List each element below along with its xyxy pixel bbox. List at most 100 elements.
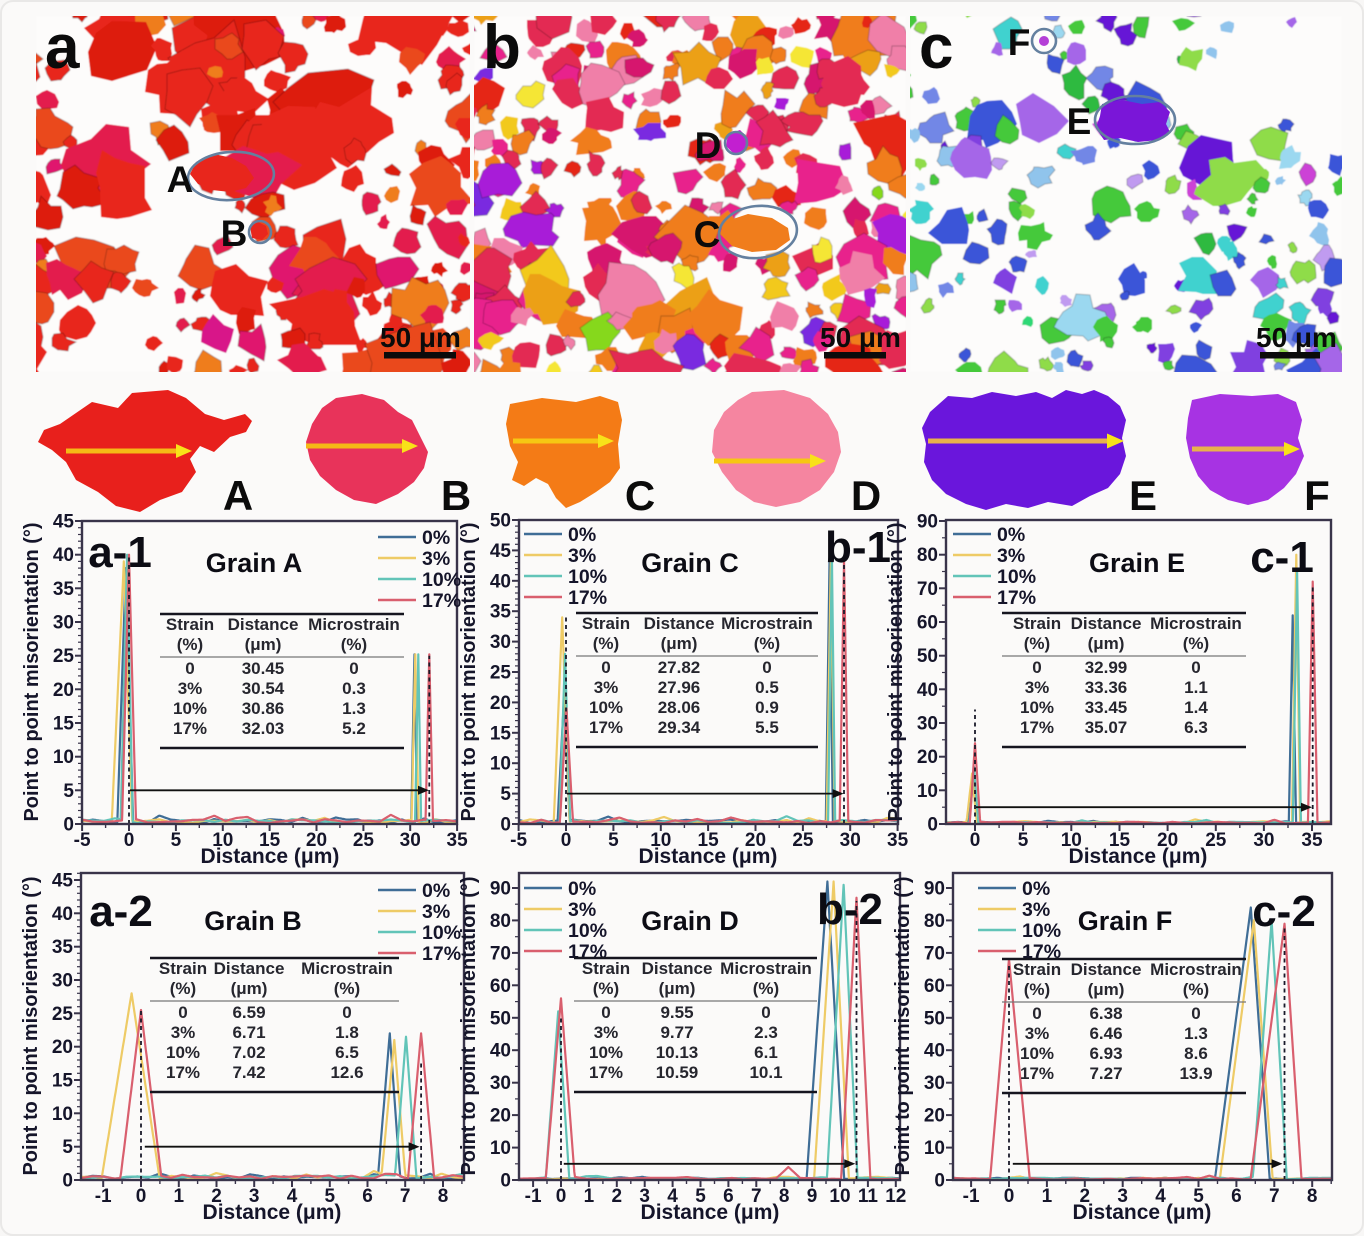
svg-text:12.6: 12.6 — [330, 1063, 363, 1082]
svg-text:2.3: 2.3 — [754, 1023, 778, 1042]
svg-text:(μm): (μm) — [659, 979, 696, 998]
svg-text:10%: 10% — [589, 1043, 623, 1062]
svg-text:17%: 17% — [422, 590, 461, 612]
svg-text:-1: -1 — [95, 1186, 112, 1207]
svg-text:27.96: 27.96 — [658, 678, 701, 697]
svg-text:-5: -5 — [510, 830, 527, 851]
svg-text:3%: 3% — [422, 548, 450, 570]
svg-text:Distance (μm): Distance (μm) — [1073, 1201, 1212, 1224]
svg-text:90: 90 — [924, 879, 945, 900]
svg-text:27.82: 27.82 — [658, 658, 701, 677]
svg-text:Microstrain: Microstrain — [721, 614, 813, 633]
svg-text:8: 8 — [779, 1186, 790, 1207]
svg-text:10: 10 — [1061, 830, 1082, 851]
svg-text:Point to point misorientation: Point to point misorientation (°) — [458, 522, 480, 821]
svg-text:40: 40 — [53, 545, 74, 566]
svg-text:35: 35 — [490, 602, 512, 623]
svg-text:Distance: Distance — [228, 615, 299, 634]
svg-text:1.8: 1.8 — [335, 1023, 359, 1042]
svg-text:2: 2 — [211, 1186, 222, 1207]
svg-text:(μm): (μm) — [231, 979, 268, 998]
svg-text:(%): (%) — [753, 979, 779, 998]
svg-text:A: A — [223, 472, 253, 519]
svg-text:0%: 0% — [568, 878, 596, 900]
svg-text:Distance: Distance — [214, 959, 285, 978]
svg-text:3: 3 — [249, 1186, 260, 1207]
svg-text:1: 1 — [174, 1186, 185, 1207]
svg-text:0: 0 — [601, 1003, 610, 1022]
svg-text:1.3: 1.3 — [1184, 1024, 1208, 1043]
svg-text:17%: 17% — [568, 587, 607, 609]
svg-text:50 μm: 50 μm — [380, 322, 461, 353]
svg-text:Grain F: Grain F — [1078, 906, 1173, 936]
svg-text:10%: 10% — [568, 566, 607, 588]
svg-text:10%: 10% — [997, 566, 1036, 588]
svg-text:10.1: 10.1 — [749, 1063, 782, 1082]
svg-text:c: c — [919, 13, 953, 82]
svg-text:80: 80 — [924, 911, 945, 932]
svg-text:0: 0 — [185, 659, 194, 678]
svg-text:Microstrain: Microstrain — [308, 615, 400, 634]
svg-text:0: 0 — [1191, 658, 1200, 677]
svg-text:60: 60 — [924, 976, 945, 997]
svg-text:0.3: 0.3 — [342, 679, 366, 698]
svg-text:6.38: 6.38 — [1089, 1004, 1122, 1023]
svg-text:17%: 17% — [1020, 1064, 1054, 1083]
svg-text:20: 20 — [490, 693, 511, 714]
svg-text:6.46: 6.46 — [1089, 1024, 1122, 1043]
svg-text:10%: 10% — [422, 922, 461, 944]
svg-text:E: E — [1129, 472, 1157, 519]
svg-text:3%: 3% — [422, 901, 450, 923]
svg-text:5: 5 — [1018, 830, 1029, 851]
svg-text:50 μm: 50 μm — [820, 322, 901, 353]
svg-text:(%): (%) — [177, 635, 203, 654]
svg-text:Strain: Strain — [582, 614, 630, 633]
svg-text:30: 30 — [52, 971, 73, 992]
svg-text:(%): (%) — [593, 979, 619, 998]
svg-text:10%: 10% — [1020, 698, 1054, 717]
svg-text:15: 15 — [53, 714, 75, 735]
svg-text:50: 50 — [490, 511, 511, 532]
svg-text:7.02: 7.02 — [232, 1043, 265, 1062]
svg-text:10: 10 — [53, 747, 74, 768]
svg-text:Strain: Strain — [166, 615, 214, 634]
svg-text:2: 2 — [1080, 1186, 1091, 1207]
svg-text:3%: 3% — [594, 1023, 619, 1042]
svg-text:10.59: 10.59 — [656, 1063, 699, 1082]
svg-text:6: 6 — [362, 1186, 373, 1207]
svg-text:7: 7 — [1269, 1186, 1280, 1207]
svg-text:35.07: 35.07 — [1085, 718, 1128, 737]
svg-text:20: 20 — [924, 1106, 945, 1127]
svg-text:-1: -1 — [963, 1186, 980, 1207]
svg-text:20: 20 — [745, 830, 766, 851]
svg-text:10%: 10% — [1022, 920, 1061, 942]
svg-text:0%: 0% — [422, 527, 450, 549]
svg-text:40: 40 — [490, 571, 511, 592]
svg-text:Strain: Strain — [582, 959, 630, 978]
svg-text:(μm): (μm) — [1088, 980, 1125, 999]
svg-text:17%: 17% — [1022, 941, 1061, 963]
svg-text:11: 11 — [858, 1186, 879, 1207]
svg-text:45: 45 — [53, 512, 75, 533]
svg-text:10%: 10% — [166, 1043, 200, 1062]
svg-text:F: F — [1008, 22, 1031, 63]
svg-text:40: 40 — [490, 1041, 511, 1062]
svg-text:1.4: 1.4 — [1184, 698, 1208, 717]
svg-text:Grain C: Grain C — [641, 548, 739, 578]
svg-text:Distance (μm): Distance (μm) — [641, 1201, 780, 1224]
svg-text:-1: -1 — [525, 1186, 542, 1207]
svg-text:45: 45 — [52, 871, 74, 892]
svg-text:Distance: Distance — [644, 614, 715, 633]
svg-text:0: 0 — [561, 830, 572, 851]
svg-text:35: 35 — [1301, 830, 1323, 851]
svg-text:1.1: 1.1 — [1184, 678, 1208, 697]
svg-text:30.45: 30.45 — [242, 659, 285, 678]
svg-text:9: 9 — [807, 1186, 818, 1207]
svg-text:B: B — [221, 213, 248, 254]
svg-text:8: 8 — [1307, 1186, 1318, 1207]
svg-text:25: 25 — [52, 1004, 74, 1025]
svg-text:0: 0 — [1032, 1004, 1041, 1023]
svg-text:10%: 10% — [1020, 1044, 1054, 1063]
svg-text:4: 4 — [1155, 1186, 1166, 1207]
svg-text:0: 0 — [970, 830, 981, 851]
